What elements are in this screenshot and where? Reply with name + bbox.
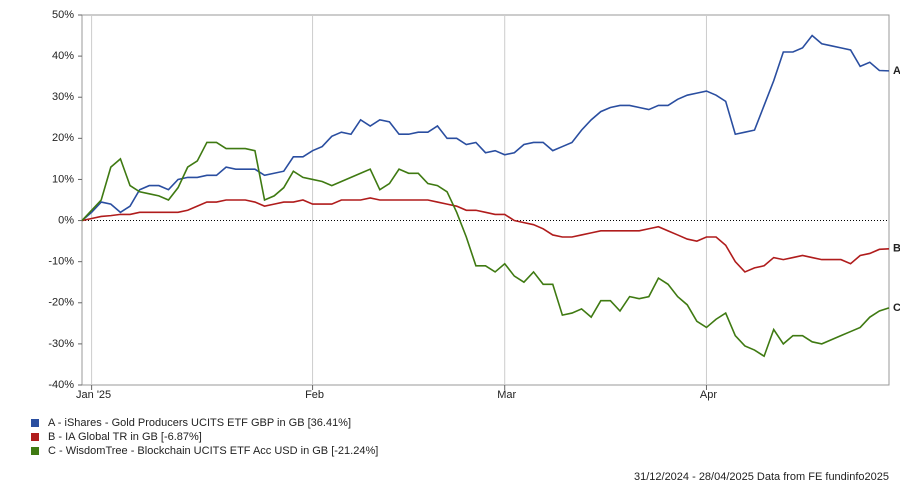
y-tick-label: 10% [52, 173, 74, 185]
y-tick-label: 50% [52, 9, 74, 21]
y-tick-label: 30% [52, 91, 74, 103]
series-line [81, 197, 890, 273]
legend-label: A - iShares - Gold Producers UCITS ETF G… [48, 417, 351, 429]
y-tick-label: -20% [48, 297, 74, 309]
x-tick-label: Mar [497, 389, 516, 401]
series-line [81, 34, 890, 222]
end-label: A [893, 65, 900, 77]
legend-label: C - WisdomTree - Blockchain UCITS ETF Ac… [48, 445, 378, 457]
series-line [81, 141, 890, 358]
y-tick-label: -10% [48, 256, 74, 268]
legend-swatch [31, 433, 39, 441]
x-tick-label: Apr [700, 389, 717, 401]
x-tick-label: Feb [305, 389, 324, 401]
end-label: C [893, 302, 900, 314]
y-tick-label: -30% [48, 338, 74, 350]
plot-frame [81, 14, 890, 386]
y-tick-label: 20% [52, 132, 74, 144]
end-label: B [893, 243, 900, 255]
y-tick-label: 0% [58, 214, 74, 226]
legend-swatch [31, 419, 39, 427]
legend-swatch [31, 447, 39, 455]
y-tick-label: -40% [48, 379, 74, 391]
x-tick-label: Jan '25 [76, 389, 111, 401]
y-tick-label: 40% [52, 50, 74, 62]
source-note: 31/12/2024 - 28/04/2025 Data from FE fun… [634, 471, 889, 483]
legend-label: B - IA Global TR in GB [-6.87%] [48, 431, 202, 443]
